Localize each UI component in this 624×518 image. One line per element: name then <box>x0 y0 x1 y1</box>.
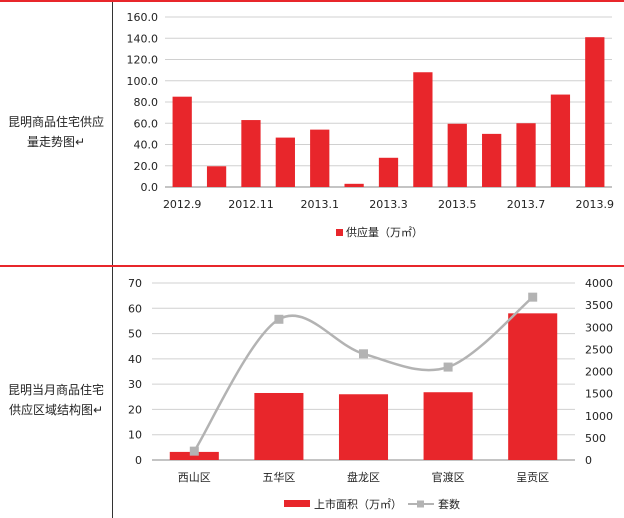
top-border <box>0 0 624 2</box>
row-divider <box>0 265 624 267</box>
y-tick-label: 40 <box>128 353 142 366</box>
legend-marker <box>417 500 424 508</box>
bar <box>254 392 304 460</box>
y-tick-label: 120.0 <box>127 54 159 67</box>
y-tick-label: 50 <box>128 328 142 341</box>
y-tick-label: 140.0 <box>127 32 159 45</box>
legend-swatch <box>284 500 310 507</box>
bar <box>241 120 261 187</box>
x-tick-label: 2013.5 <box>438 198 477 211</box>
y-tick-label: 160.0 <box>127 11 159 24</box>
y2-tick-label: 2500 <box>585 343 613 356</box>
x-tick-label: 官渡区 <box>432 470 465 484</box>
y-tick-label: 20 <box>128 403 142 416</box>
y2-tick-label: 0 <box>585 454 592 467</box>
row-label-line: 供应区域结构图↵ <box>8 403 104 417</box>
legend-label: 上市面积（万㎡） <box>314 497 402 511</box>
bar <box>585 37 605 187</box>
x-tick-label: 五华区 <box>262 470 295 484</box>
legend-swatch <box>336 229 343 236</box>
line-marker <box>274 314 284 324</box>
y2-tick-label: 3000 <box>585 321 613 334</box>
y-tick-label: 80.0 <box>134 96 159 109</box>
y-tick-label: 60 <box>128 302 142 315</box>
y-tick-label: 40.0 <box>134 139 159 152</box>
bar <box>338 394 389 460</box>
row-label-line: 昆明当月商品住宅 <box>7 383 104 397</box>
bar <box>550 94 571 187</box>
y2-tick-label: 3500 <box>585 299 613 312</box>
y-tick-label: 70 <box>128 277 142 290</box>
bar <box>378 157 399 187</box>
bar <box>423 392 473 460</box>
row-label-supply-trend: 昆明商品住宅供应 量走势图↵ <box>0 112 112 152</box>
y2-tick-label: 2000 <box>585 366 613 379</box>
bar <box>482 133 502 187</box>
bar <box>516 123 536 187</box>
column-divider-top <box>112 2 113 265</box>
y2-tick-label: 500 <box>585 432 606 445</box>
x-tick-label: 盘龙区 <box>347 470 380 484</box>
x-tick-label: 2012.9 <box>163 198 202 211</box>
bar <box>508 313 558 460</box>
y-tick-label: 100.0 <box>127 75 159 88</box>
x-tick-label: 2012.11 <box>228 198 274 211</box>
row-label-district-structure: 昆明当月商品住宅 供应区域结构图↵ <box>0 380 112 420</box>
x-tick-label: 2013.3 <box>369 198 408 211</box>
bar <box>169 451 219 460</box>
line-marker <box>189 446 199 456</box>
x-tick-label: 西山区 <box>178 471 211 484</box>
bar <box>344 183 364 187</box>
line-marker <box>443 362 453 372</box>
line-marker <box>359 349 368 359</box>
bar <box>447 123 467 187</box>
bar <box>172 96 192 187</box>
y-tick-label: 10 <box>128 429 142 442</box>
y-tick-label: 60.0 <box>134 117 159 130</box>
legend-label: 套数 <box>438 498 460 511</box>
row-label-line: 昆明商品住宅供应 <box>7 115 104 129</box>
y-tick-label: 30 <box>128 378 142 391</box>
line-marker <box>528 292 538 302</box>
bar <box>275 137 295 187</box>
x-tick-label: 2013.7 <box>507 198 546 211</box>
x-tick-label: 2013.9 <box>576 198 615 211</box>
y-tick-label: 0.0 <box>141 181 159 194</box>
y2-tick-label: 1500 <box>585 388 613 401</box>
x-tick-label: 2013.1 <box>300 198 339 211</box>
y2-tick-label: 1000 <box>585 410 613 423</box>
bar <box>413 72 433 187</box>
y2-tick-label: 4000 <box>585 277 613 290</box>
column-divider-bottom <box>112 267 113 518</box>
y-tick-label: 20.0 <box>134 160 159 173</box>
bar <box>310 129 330 187</box>
legend-label: 供应量（万㎡） <box>346 225 423 239</box>
x-tick-label: 呈贡区 <box>516 471 549 484</box>
row-label-line: 量走势图↵ <box>26 135 86 149</box>
bar <box>206 166 227 187</box>
y-tick-label: 0 <box>135 454 142 467</box>
